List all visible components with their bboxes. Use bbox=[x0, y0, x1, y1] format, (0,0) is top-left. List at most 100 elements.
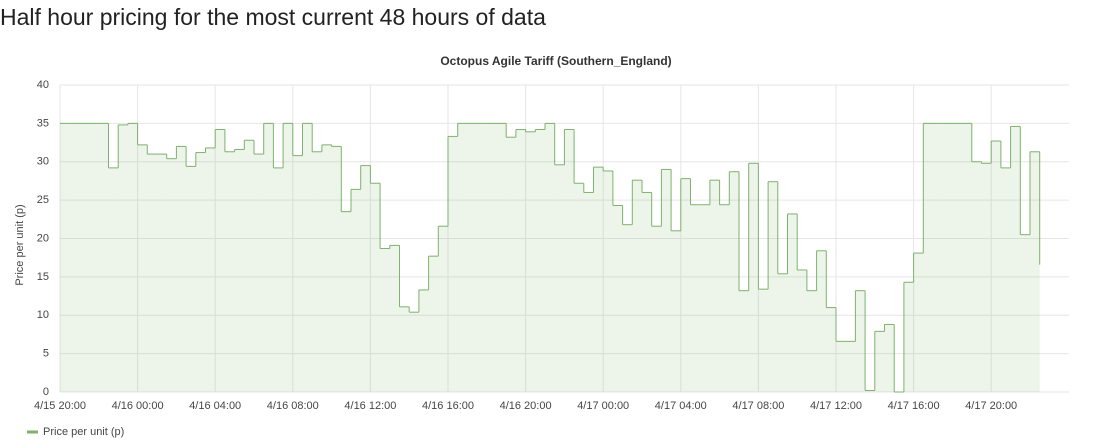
step-area bbox=[690, 204, 701, 392]
step-area bbox=[729, 171, 739, 392]
step-area bbox=[671, 230, 681, 392]
step-area bbox=[923, 123, 933, 392]
y-tick-label: 40 bbox=[37, 79, 49, 91]
step-area bbox=[409, 312, 419, 392]
step-area bbox=[777, 273, 788, 392]
x-tick-label: 4/16 20:00 bbox=[500, 400, 552, 412]
step-area bbox=[719, 204, 730, 392]
step-area bbox=[535, 129, 545, 392]
step-area bbox=[89, 123, 99, 392]
step-area bbox=[768, 181, 778, 392]
step-area bbox=[661, 169, 672, 392]
step-area bbox=[360, 165, 371, 392]
step-area bbox=[1020, 234, 1030, 392]
x-tick-label: 4/16 16:00 bbox=[422, 400, 474, 412]
step-area bbox=[205, 147, 216, 392]
step-area bbox=[195, 152, 206, 392]
step-area bbox=[224, 151, 235, 392]
step-area bbox=[312, 151, 322, 392]
y-tick-label: 35 bbox=[37, 117, 49, 129]
step-area bbox=[137, 144, 148, 392]
step-area bbox=[302, 123, 313, 392]
step-area bbox=[79, 123, 90, 392]
step-area bbox=[234, 149, 245, 392]
step-area bbox=[622, 224, 633, 392]
step-area bbox=[758, 289, 769, 392]
step-area bbox=[583, 192, 594, 392]
chart-title: Octopus Agile Tariff (Southern_England) bbox=[440, 54, 671, 68]
y-axis-label: Price per unit (p) bbox=[14, 204, 26, 285]
step-area bbox=[127, 123, 138, 392]
step-area bbox=[826, 307, 836, 392]
step-area bbox=[981, 163, 992, 392]
step-area bbox=[506, 137, 516, 392]
step-area bbox=[700, 204, 710, 392]
step-area bbox=[108, 167, 119, 392]
x-tick-label: 4/17 12:00 bbox=[810, 400, 862, 412]
step-area bbox=[273, 167, 284, 392]
step-area bbox=[292, 155, 303, 392]
step-area bbox=[913, 253, 924, 392]
step-area bbox=[186, 166, 196, 392]
step-area bbox=[942, 123, 953, 392]
step-area bbox=[486, 123, 497, 392]
step-area bbox=[147, 154, 157, 392]
step-area bbox=[428, 256, 439, 392]
y-tick-label: 25 bbox=[37, 194, 49, 206]
step-area bbox=[991, 141, 1001, 392]
x-tick-label: 4/16 04:00 bbox=[189, 400, 241, 412]
y-tick-label: 30 bbox=[37, 156, 49, 168]
step-area bbox=[874, 331, 885, 392]
step-area bbox=[60, 123, 70, 392]
step-area bbox=[176, 146, 187, 392]
step-area bbox=[399, 306, 410, 392]
step-area bbox=[341, 211, 351, 392]
step-area bbox=[215, 129, 225, 392]
step-area bbox=[836, 341, 846, 392]
step-area bbox=[380, 248, 390, 392]
step-area bbox=[603, 170, 613, 392]
x-tick-label: 4/17 20:00 bbox=[965, 400, 1017, 412]
step-area bbox=[651, 226, 662, 392]
step-area bbox=[418, 289, 429, 392]
step-area bbox=[254, 154, 264, 392]
step-area bbox=[709, 180, 720, 392]
y-tick-label: 10 bbox=[37, 309, 49, 321]
step-area bbox=[806, 290, 817, 392]
step-area bbox=[1000, 167, 1011, 392]
step-area bbox=[884, 324, 895, 392]
step-area bbox=[933, 123, 943, 392]
step-area bbox=[263, 123, 274, 392]
step-area bbox=[971, 161, 982, 392]
step-area bbox=[283, 123, 293, 392]
step-area bbox=[612, 205, 623, 392]
step-area bbox=[962, 123, 972, 392]
step-area bbox=[816, 250, 827, 392]
step-area bbox=[457, 123, 468, 392]
step-area bbox=[564, 129, 575, 392]
step-area bbox=[331, 146, 342, 392]
step-area bbox=[903, 282, 914, 392]
step-area bbox=[855, 290, 866, 392]
step-area bbox=[448, 136, 458, 392]
step-area bbox=[351, 189, 361, 392]
step-area bbox=[244, 140, 254, 392]
step-area bbox=[593, 167, 604, 392]
step-area bbox=[321, 144, 332, 392]
step-area bbox=[739, 290, 749, 392]
step-area bbox=[574, 183, 584, 392]
step-area bbox=[98, 123, 109, 392]
step-area bbox=[845, 341, 856, 392]
step-area bbox=[389, 245, 400, 392]
step-area bbox=[787, 213, 798, 392]
step-area bbox=[748, 163, 759, 392]
step-riser bbox=[108, 123, 1041, 392]
step-area bbox=[554, 164, 565, 392]
x-tick-label: 4/17 16:00 bbox=[888, 400, 940, 412]
step-area bbox=[642, 192, 652, 392]
step-area bbox=[118, 124, 128, 392]
step-area bbox=[496, 123, 507, 392]
x-tick-label: 4/16 00:00 bbox=[112, 400, 164, 412]
